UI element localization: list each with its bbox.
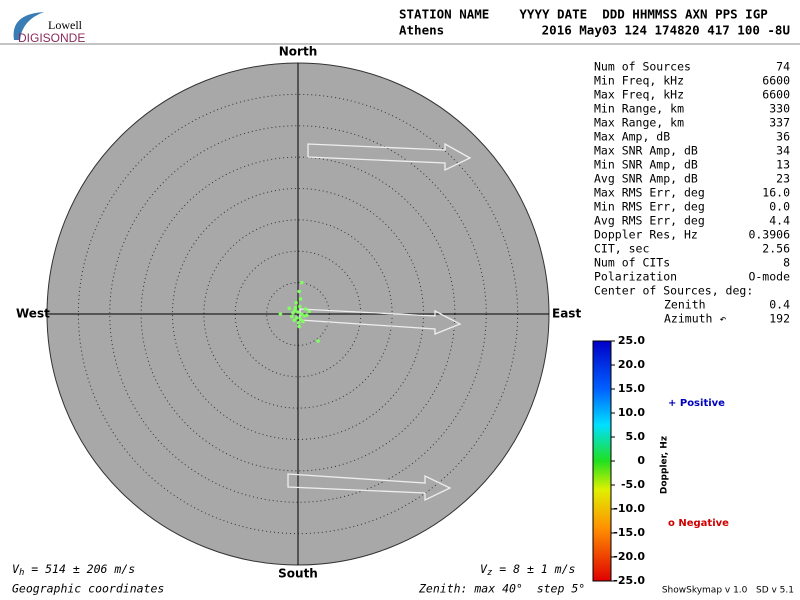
source-point	[299, 312, 304, 316]
header-line: STATION NAME YYYY DATE DDD HHMMSS AXN PP…	[399, 7, 768, 22]
colorbar-tick-label: -25.0	[613, 574, 645, 587]
colorbar-tick-label: 0	[637, 454, 645, 467]
south-label: South	[278, 567, 318, 581]
colorbar-tick-label: -5.0	[621, 478, 645, 491]
stat-value: 6600	[762, 74, 790, 88]
stat-label: Max RMS Err, deg	[594, 186, 705, 200]
stat-value: O-mode	[748, 270, 790, 284]
stat-label: Max Amp, dB	[594, 130, 670, 144]
source-point	[303, 307, 308, 311]
east-label: East	[552, 307, 581, 321]
source-point	[289, 314, 294, 319]
arrow	[299, 308, 462, 335]
arrow	[287, 473, 452, 502]
stat-value: 4.4	[769, 214, 790, 228]
source-point	[297, 324, 302, 329]
north-label: North	[279, 45, 317, 59]
stat-label: Max SNR Amp, dB	[594, 144, 698, 158]
source-point	[296, 310, 300, 314]
stat-label: Min RMS Err, deg	[594, 200, 705, 214]
stat-value: 0.0	[769, 200, 790, 214]
west-label: West	[16, 307, 50, 321]
stat-label: Avg SNR Amp, dB	[594, 172, 698, 186]
header-values: 2016 May03 124 174820 417 100 -8U	[542, 23, 790, 38]
stat-value: 0.3906	[748, 228, 790, 242]
stat-label: Min SNR Amp, dB	[594, 158, 698, 172]
stat-label: Num of Sources	[594, 60, 691, 74]
source-point	[298, 317, 303, 321]
source-point	[291, 310, 295, 315]
logo-top: Lowell	[48, 18, 83, 32]
stat-label: Avg RMS Err, deg	[594, 214, 705, 228]
center-label: Zenith	[664, 298, 706, 312]
stat-value: 74	[776, 60, 790, 74]
stat-label: Doppler Res, Hz	[594, 228, 698, 242]
coords: Geographic coordinates	[12, 582, 164, 596]
stat-label: Max Range, km	[594, 116, 684, 130]
source-point	[292, 318, 297, 323]
logo-swoosh	[13, 12, 44, 40]
stat-label: Min Range, km	[594, 102, 684, 116]
vh: Vh = 514 ± 206 m/s	[12, 562, 135, 578]
colorbar-tick-label: -20.0	[613, 550, 645, 563]
source-point	[299, 280, 304, 285]
source-point	[316, 339, 320, 343]
source-point	[301, 319, 305, 324]
source-point	[294, 315, 299, 320]
arrow	[307, 142, 472, 172]
source-point	[296, 320, 301, 325]
source-point	[297, 289, 302, 294]
vz: Vz = 8 ± 1 m/s	[480, 562, 576, 578]
stat-value: 34	[776, 144, 790, 158]
stat-label: Num of CITs	[594, 256, 670, 270]
source-point	[298, 297, 303, 301]
stat-value: 16.0	[762, 186, 790, 200]
stat-label: CIT, sec	[594, 242, 649, 256]
stat-value: 8	[783, 256, 790, 270]
colorbar-tick-label: -15.0	[613, 526, 645, 539]
colorbar-tick-label: 25.0	[618, 334, 645, 347]
source-point	[307, 309, 312, 314]
colorbar-tick-label: 10.0	[618, 406, 645, 419]
source-point	[304, 313, 309, 318]
source-point	[298, 304, 302, 309]
colorbar-tick-label: 15.0	[618, 382, 645, 395]
stat-value: 2.56	[762, 242, 790, 256]
center-value: 0.4	[769, 298, 790, 312]
colorbar-tick-label: 20.0	[618, 358, 645, 371]
source-point	[294, 300, 298, 305]
center-title: Center of Sources, deg:	[594, 284, 753, 298]
version: ShowSkymap v 1.0 SD v 5.1	[662, 586, 794, 596]
stat-label: Max Freq, kHz	[594, 88, 684, 102]
station: Athens	[399, 23, 444, 38]
stat-value: 330	[769, 102, 790, 116]
colorbar-tick-label: 5.0	[626, 430, 646, 443]
stat-value: 337	[769, 116, 790, 130]
negative-label: o Negative	[668, 518, 729, 529]
stat-value: 13	[776, 158, 790, 172]
stat-label: Min Freq, kHz	[594, 74, 684, 88]
stat-value: 23	[776, 172, 790, 186]
stat-label: Polarization	[594, 270, 677, 284]
center-label: Azimuth ↶	[664, 312, 726, 326]
source-point	[278, 312, 283, 316]
logo-bottom: DIGISONDE	[18, 31, 85, 45]
colorbar	[592, 340, 612, 582]
zenith-info: Zenith: max 40° step 5°	[418, 582, 585, 596]
colorbar-title: Doppler, Hz	[660, 436, 670, 494]
stat-value: 36	[776, 130, 790, 144]
stat-value: 6600	[762, 88, 790, 102]
center-value: 192	[769, 312, 790, 326]
colorbar-tick-label: -10.0	[613, 502, 645, 515]
source-point	[293, 305, 298, 310]
positive-label: + Positive	[668, 398, 725, 409]
source-point	[287, 306, 292, 311]
